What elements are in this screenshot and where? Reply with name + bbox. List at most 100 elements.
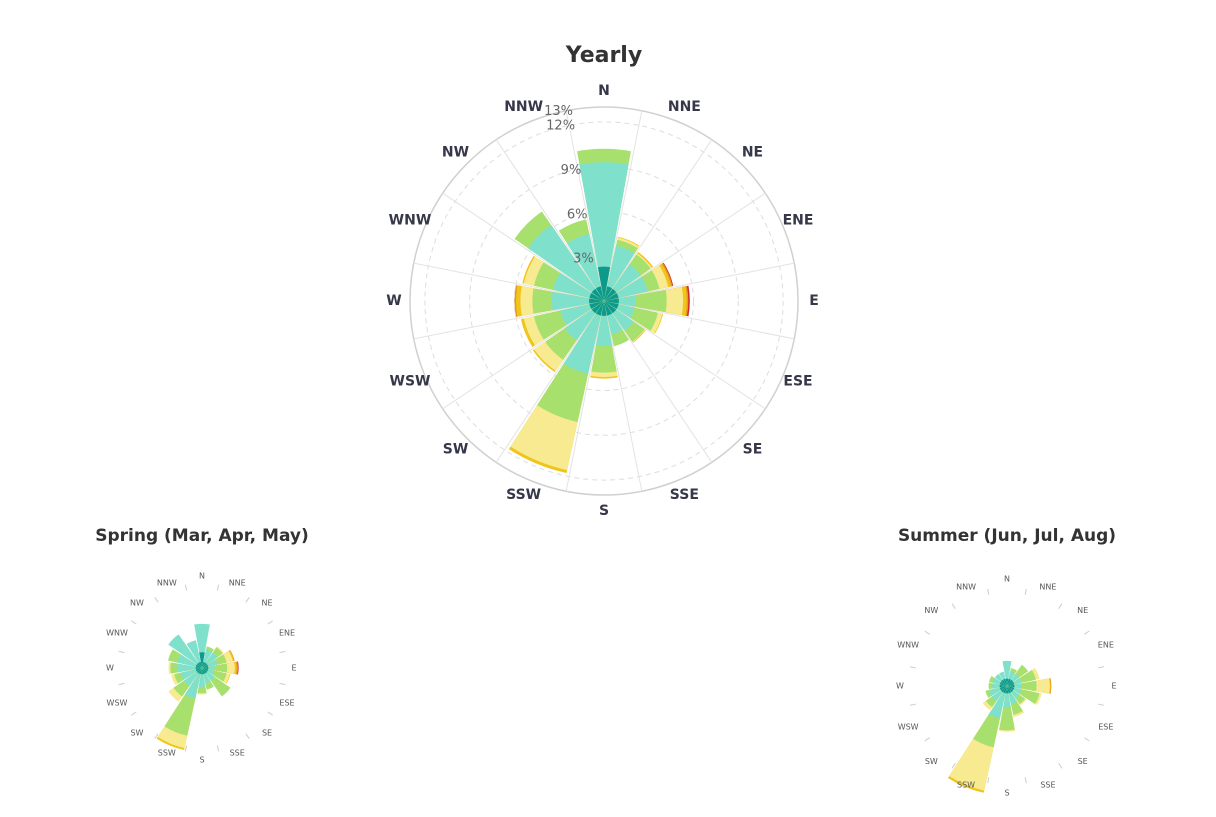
- bar-ENE-bin0: [1007, 682, 1015, 686]
- grid-tick: [1058, 763, 1063, 769]
- direction-label-se: SE: [262, 729, 272, 738]
- direction-label-n: N: [598, 83, 610, 99]
- bar-NW-bin0: [1000, 679, 1007, 686]
- grid-spoke: [610, 139, 713, 292]
- bar-SSW-bin0: [595, 301, 604, 316]
- bar-SSW-bin0: [198, 668, 202, 675]
- bar-E-bin2: [202, 663, 228, 673]
- bar-ESE-bin0: [202, 668, 209, 672]
- direction-label-ese: ESE: [1098, 722, 1113, 731]
- bar-NE-bin0: [1007, 679, 1014, 686]
- direction-label-e: E: [291, 664, 296, 673]
- direction-label-wsw: WSW: [898, 722, 919, 731]
- bar-NW-bin1: [528, 225, 604, 301]
- bar-SW-bin0: [1000, 686, 1007, 693]
- direction-label-sse: SSE: [230, 748, 245, 757]
- grid-tick: [1098, 703, 1105, 706]
- bar-SW-bin1: [183, 668, 202, 687]
- direction-label-se: SE: [1078, 757, 1088, 766]
- bar-E-bin0: [1007, 684, 1015, 688]
- radial-tick-label: 9%: [561, 163, 582, 178]
- grid-tick: [216, 745, 220, 752]
- direction-label-s: S: [1004, 789, 1009, 798]
- grid-spoke: [565, 312, 603, 492]
- bar-ESE-bin0: [604, 301, 619, 310]
- direction-label-nw: NW: [442, 145, 469, 161]
- windrose-bars: [156, 623, 239, 750]
- direction-label-wsw: WSW: [390, 373, 431, 389]
- grid-tick: [1084, 737, 1090, 742]
- bar-NW-bin0: [196, 662, 202, 668]
- direction-label-nnw: NNW: [956, 583, 976, 592]
- direction-label-nne: NNE: [668, 99, 701, 115]
- direction-labels: N NNE NE ENE E ESE SE SSE S SSW SW WSW W WNW NW NNW: [106, 572, 296, 765]
- direction-label-ssw: SSW: [506, 487, 541, 503]
- grid-spoke: [495, 139, 598, 292]
- grid-spoke: [613, 192, 766, 295]
- direction-label-nne: NNE: [229, 579, 246, 588]
- grid-spoke: [615, 302, 795, 340]
- chart-title: Summer (Jun, Jul, Aug): [898, 526, 1116, 546]
- grid-spoke: [413, 262, 593, 300]
- direction-label-n: N: [199, 572, 205, 581]
- bar-SE-bin0: [202, 668, 208, 674]
- direction-label-w: W: [896, 682, 904, 691]
- bar-ENE-bin0: [604, 292, 619, 301]
- bar-NNE-bin0: [1007, 678, 1011, 686]
- direction-label-wnw: WNW: [389, 213, 432, 229]
- direction-label-nnw: NNW: [504, 99, 543, 115]
- grid-tick: [1098, 666, 1105, 669]
- grid-tick: [924, 737, 930, 742]
- windrose-bars: [508, 148, 690, 474]
- direction-label-w: W: [106, 664, 114, 673]
- direction-label-wnw: WNW: [106, 628, 128, 637]
- bar-N-bin0: [597, 266, 611, 301]
- bar-ENE-bin0: [202, 664, 209, 668]
- grid-spoke: [605, 312, 643, 492]
- direction-labels: N NNE NE ENE E ESE SE SSE S SSW SW WSW W WNW NW NNW: [386, 83, 819, 519]
- bar-NW-bin1: [168, 634, 202, 668]
- direction-label-sse: SSE: [1040, 780, 1055, 789]
- direction-label-s: S: [199, 756, 204, 765]
- bar-WNW-bin0: [195, 664, 202, 668]
- bar-SSE-bin0: [1007, 686, 1011, 694]
- grid-tick: [909, 703, 916, 706]
- bar-WNW-bin0: [589, 292, 604, 301]
- direction-label-ese: ESE: [783, 373, 812, 389]
- bar-NNW-bin0: [198, 661, 202, 668]
- bar-SSW-bin1: [184, 668, 202, 699]
- bar-N-bin0: [199, 652, 205, 668]
- grid-tick: [1024, 588, 1027, 595]
- grid-tick: [951, 603, 956, 609]
- grid-spoke: [613, 307, 766, 410]
- grid-tick: [1084, 630, 1090, 635]
- polar-grid: [118, 584, 286, 752]
- bar-N-bin0: [1005, 678, 1009, 686]
- direction-label-ene: ENE: [1098, 641, 1114, 650]
- grid-tick: [987, 588, 990, 595]
- radial-tick-label: 3%: [573, 252, 594, 267]
- bar-S-bin1: [198, 668, 206, 687]
- bar-NNE-bin1: [604, 245, 635, 301]
- direction-label-nw: NW: [924, 606, 938, 615]
- bar-S-bin0: [601, 301, 607, 316]
- grid-tick: [118, 682, 125, 686]
- direction-label-n: N: [1004, 575, 1010, 584]
- direction-labels: N NNE NE ENE E ESE SE SSE S SSW SW WSW W WNW NW NNW: [896, 575, 1116, 798]
- grid-tick: [1024, 777, 1027, 784]
- direction-label-se: SE: [743, 441, 763, 457]
- direction-label-ene: ENE: [279, 628, 295, 637]
- bar-WNW-bin0: [999, 682, 1007, 686]
- direction-label-nnw: NNW: [157, 579, 177, 588]
- chart-title: Yearly: [565, 43, 642, 68]
- grid-spoke: [442, 192, 595, 295]
- grid-tick: [279, 682, 286, 686]
- bar-WSW-bin0: [195, 668, 202, 672]
- bar-NE-bin0: [604, 288, 617, 301]
- windrose-bars: [947, 660, 1052, 793]
- direction-label-sw: SW: [443, 441, 469, 457]
- bar-NW-bin0: [591, 288, 604, 301]
- grid-circle: [424, 121, 784, 481]
- bar-SW-bin0: [196, 668, 202, 674]
